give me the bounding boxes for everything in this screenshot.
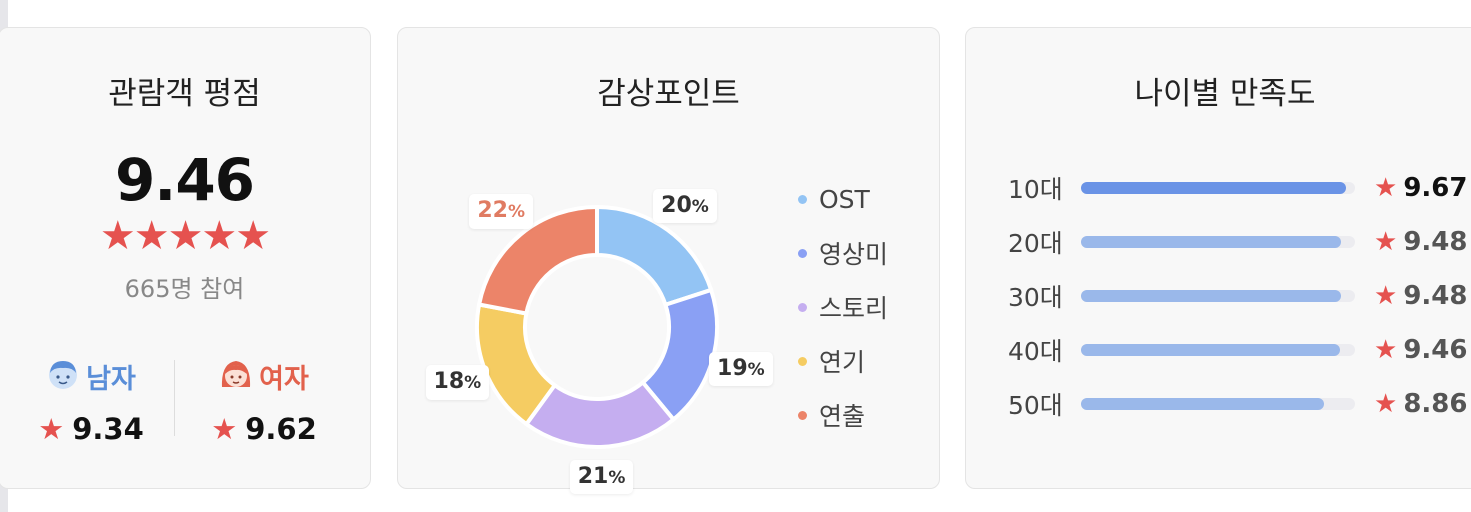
- star-icon: ★: [1374, 173, 1398, 203]
- percent-value: 20: [661, 192, 692, 218]
- age-bar-track: [1081, 398, 1355, 410]
- male-rating: 남자 ★ 9.34: [21, 356, 161, 446]
- legend-item-1: OST: [798, 172, 888, 226]
- age-bar-fill: [1081, 398, 1324, 410]
- percent-label-2: 19%: [709, 351, 773, 387]
- female-rating: 여자 ★ 9.62: [194, 356, 334, 446]
- audience-rating-card: 관람객 평점 9.46 ★★★★★ 665명 참여 남자 ★ 9.34: [0, 27, 371, 489]
- age-score-value: 8.86: [1403, 389, 1468, 419]
- age-label: 50대: [1008, 391, 1063, 420]
- viewing-points-title: 감상포인트: [597, 76, 740, 112]
- legend-item-5: 연출: [798, 388, 888, 442]
- age-score: ★ 9.48: [1374, 281, 1467, 311]
- age-bar-fill: [1081, 182, 1346, 194]
- legend-label: 스토리: [819, 294, 889, 323]
- age-label: 40대: [1008, 337, 1063, 366]
- legend-label: 연출: [819, 402, 866, 431]
- age-label: 10대: [1008, 175, 1063, 204]
- age-row: 50대 ★ 8.86: [966, 384, 1471, 424]
- star-icon: ★: [1374, 281, 1398, 311]
- percent-label-4: 18%: [425, 365, 490, 400]
- age-row: 30대 ★ 9.48: [966, 276, 1471, 316]
- age-score-value: 9.46: [1403, 335, 1468, 365]
- legend-label: 영상미: [819, 240, 889, 269]
- age-satisfaction-title: 나이별 만족도: [1134, 76, 1316, 112]
- female-label: 여자: [259, 363, 309, 395]
- male-label: 남자: [86, 363, 136, 395]
- percent-label-5: 22%: [469, 194, 534, 229]
- age-label: 30대: [1008, 283, 1063, 312]
- legend-item-4: 연기: [798, 334, 888, 388]
- age-bar-track: [1081, 182, 1355, 194]
- age-bar-fill: [1081, 344, 1340, 356]
- percent-value: 19: [717, 355, 748, 381]
- star-icon: ★: [1374, 227, 1398, 257]
- legend-label: OST: [819, 184, 870, 214]
- legend-item-2: 영상미: [798, 226, 888, 280]
- male-avatar-icon: [46, 357, 80, 395]
- star-icon: ★: [1374, 389, 1398, 419]
- percent-unit: %: [508, 202, 526, 223]
- legend-dot-icon: [798, 302, 807, 312]
- age-satisfaction-card: 나이별 만족도 10대 ★ 9.67 20대 ★ 9.48 30대 ★ 9.48 40대 ★ 9.46…: [965, 27, 1471, 489]
- age-score-value: 9.48: [1403, 227, 1468, 257]
- female-star-icon: ★: [211, 412, 238, 446]
- gender-divider: [174, 360, 175, 436]
- age-row: 40대 ★ 9.46: [966, 330, 1471, 370]
- age-score: ★ 8.86: [1374, 389, 1467, 419]
- star-icon: ★: [1374, 335, 1398, 365]
- donut-slice-5: [476, 204, 599, 316]
- age-score: ★ 9.46: [1374, 335, 1467, 365]
- female-score: 9.62: [245, 412, 317, 446]
- percent-value: 18: [433, 369, 465, 395]
- age-bar-track: [1081, 290, 1355, 302]
- age-bar-track: [1081, 344, 1355, 356]
- age-bar-fill: [1081, 236, 1341, 248]
- percent-unit: %: [691, 196, 709, 217]
- percent-value: 21: [577, 463, 609, 489]
- viewing-points-donut-chart: [475, 204, 719, 449]
- percent-unit: %: [464, 373, 482, 394]
- age-bar-track: [1081, 236, 1355, 248]
- participant-count: 665명 참여: [124, 275, 245, 303]
- legend-dot-icon: [798, 248, 807, 258]
- age-row: 10대 ★ 9.67: [966, 168, 1471, 208]
- male-star-icon: ★: [38, 412, 65, 446]
- legend-item-3: 스토리: [798, 280, 888, 334]
- age-label: 20대: [1008, 229, 1063, 258]
- age-score-value: 9.67: [1403, 173, 1468, 203]
- audience-rating-title: 관람객 평점: [108, 76, 261, 112]
- legend-dot-icon: [798, 194, 807, 204]
- overall-score: 9.46: [114, 146, 255, 214]
- male-score: 9.34: [72, 412, 144, 446]
- female-avatar-icon: [219, 357, 253, 395]
- percent-unit: %: [747, 359, 765, 380]
- age-score: ★ 9.67: [1374, 173, 1467, 203]
- viewing-points-card: 감상포인트 20% 19% 21% 18% 22% OST 영상미 스토리 연기 연출: [397, 27, 940, 495]
- age-score: ★ 9.48: [1374, 227, 1467, 257]
- age-bar-fill: [1081, 290, 1341, 302]
- percent-value: 22: [477, 198, 508, 224]
- age-score-value: 9.48: [1403, 281, 1468, 311]
- percent-label-1: 20%: [653, 188, 717, 224]
- star-rating: ★★★★★: [99, 213, 271, 259]
- legend-label: 연기: [819, 348, 866, 377]
- percent-label-3: 21%: [569, 459, 634, 495]
- legend-dot-icon: [798, 410, 807, 420]
- legend-dot-icon: [798, 356, 807, 366]
- percent-unit: %: [608, 467, 626, 488]
- age-row: 20대 ★ 9.48: [966, 222, 1471, 262]
